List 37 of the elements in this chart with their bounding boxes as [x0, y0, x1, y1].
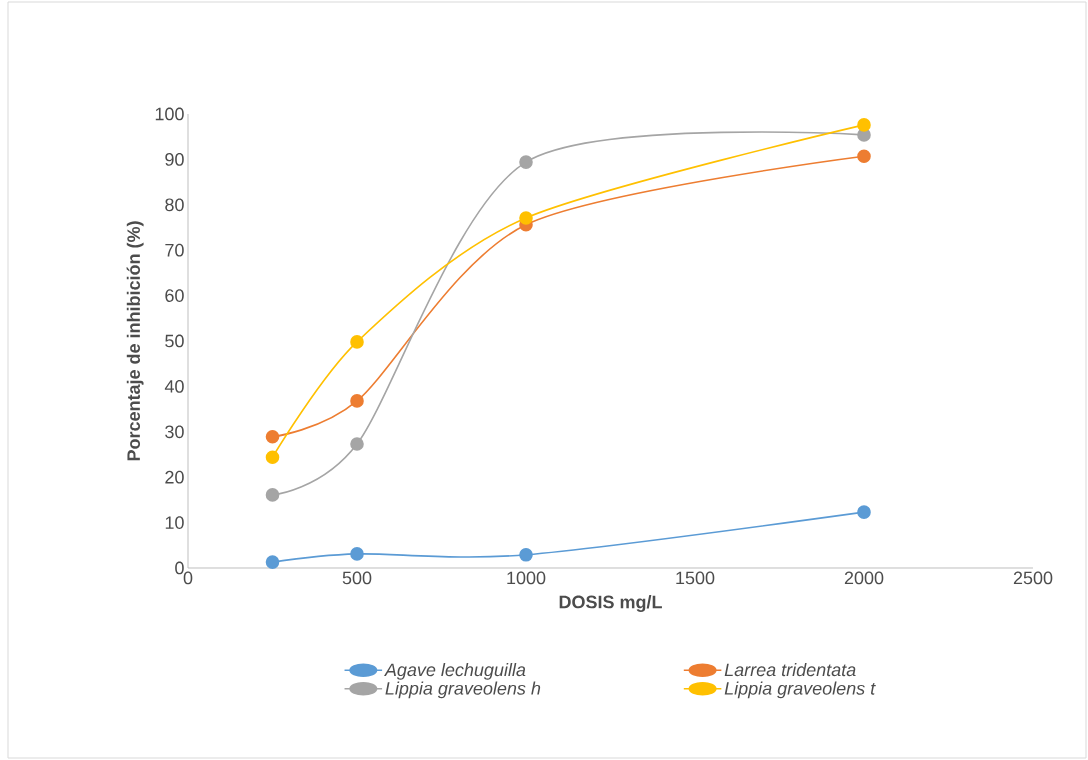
y-tick-label: 80	[165, 198, 184, 212]
y-tick-label: 10	[165, 516, 184, 529]
point	[350, 437, 364, 451]
legend-label: Lippia graveolens t	[724, 681, 876, 699]
y-tick-label: 100	[155, 107, 184, 121]
legend-label: Lippia graveolens h	[385, 681, 541, 699]
point	[857, 149, 871, 164]
x-tick-label: 1000	[507, 571, 546, 585]
point	[265, 555, 280, 569]
x-tick-label: 500	[342, 571, 372, 585]
point	[265, 429, 280, 444]
point	[519, 211, 533, 225]
x-tick-label: 1500	[676, 571, 715, 585]
y-tick-label: 90	[165, 153, 184, 166]
legend-label: Agave lechuguilla	[384, 662, 526, 680]
point	[519, 155, 533, 169]
point	[350, 547, 364, 561]
y-tick-label: 60	[165, 289, 184, 302]
y-tick-label: 30	[165, 425, 184, 439]
point	[857, 118, 871, 132]
point	[519, 548, 533, 562]
x-tick-label: 2000	[844, 571, 884, 585]
y-tick-label: 70	[165, 243, 184, 257]
point	[857, 505, 871, 519]
y-tick-label: 40	[164, 380, 184, 393]
point	[350, 335, 364, 349]
y-tick-label: 20	[165, 470, 184, 484]
x-tick-label: 2500	[1013, 571, 1053, 585]
y-tick-label: 0	[175, 561, 184, 575]
point	[265, 450, 280, 465]
point	[350, 394, 364, 408]
x-tick-label: 0	[183, 571, 193, 585]
legend-label: Larrea tridentata	[724, 662, 856, 677]
y-axis-title: Porcentaje de inhibición (%)	[126, 221, 144, 461]
x-axis-title: DOSIS mg/L	[559, 595, 662, 612]
y-tick-label: 50	[165, 334, 184, 348]
point	[265, 488, 280, 502]
